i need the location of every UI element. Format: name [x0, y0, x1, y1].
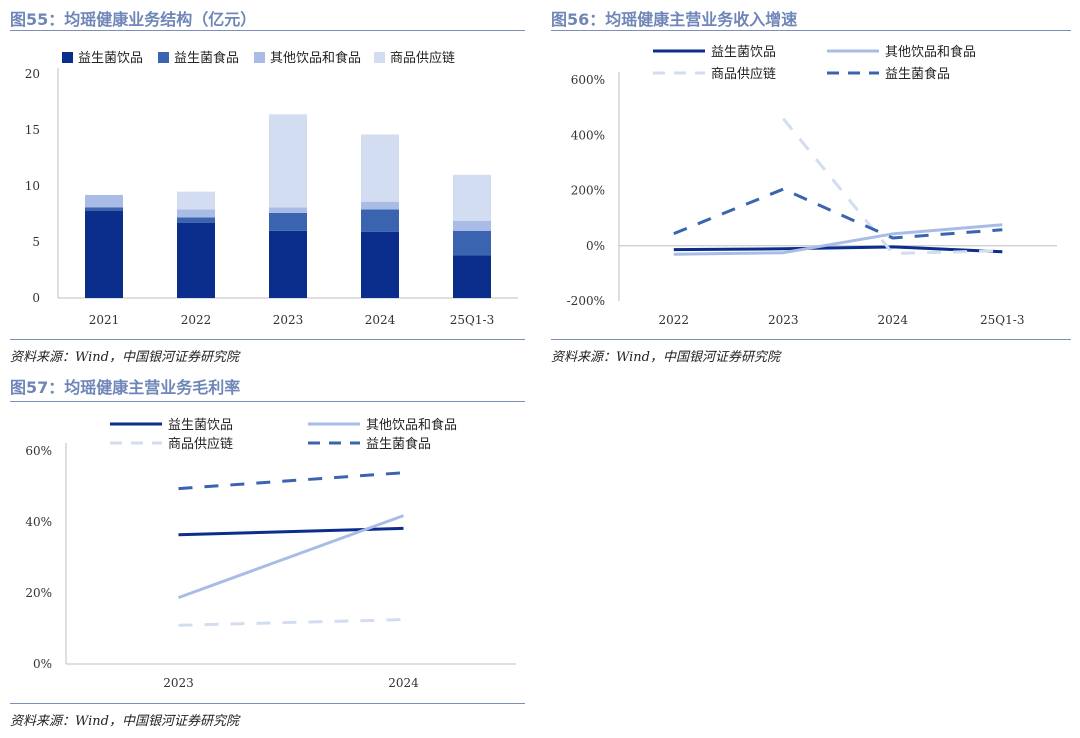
x-tick-label: 2024	[365, 313, 396, 327]
bar-segment	[361, 209, 399, 232]
legend-label: 益生菌食品	[885, 66, 950, 82]
bar-segment	[177, 222, 215, 298]
chart-title: 图56：均瑶健康主营业务收入增速	[551, 10, 798, 29]
x-tick-label: 2023	[163, 676, 194, 690]
y-tick-label: 20	[25, 67, 40, 81]
y-tick-label: 40%	[25, 515, 52, 529]
legend-swatch	[158, 52, 169, 63]
bottom-rule	[551, 339, 1071, 340]
bar-segment	[85, 210, 123, 298]
bar-segment	[177, 217, 215, 223]
bar-segment	[269, 212, 307, 231]
chart-panel-business-structure: 图55：均瑶健康业务结构（亿元） 益生菌饮品 益生菌食品 其他饮品和食品 商品供应链 0…	[10, 6, 525, 368]
legend-label: 其他饮品和食品	[885, 44, 976, 60]
legend-label: 益生菌食品	[174, 50, 239, 66]
x-tick-label: 25Q1-3	[980, 313, 1024, 327]
legend-swatch	[62, 52, 73, 63]
title-rule	[10, 30, 525, 31]
x-tick-label: 2023	[768, 313, 799, 327]
y-tick-label: 15	[25, 123, 40, 137]
y-tick-label: 0	[32, 291, 40, 305]
series-line	[177, 514, 405, 600]
x-tick-label: 2022	[658, 313, 689, 327]
legend-swatch	[254, 52, 265, 63]
x-tick-label: 25Q1-3	[450, 313, 494, 327]
bar-segment	[269, 230, 307, 298]
y-tick-label: 0%	[586, 239, 605, 253]
bar-segment	[85, 194, 123, 208]
legend-label: 益生菌饮品	[711, 45, 776, 60]
x-tick-label: 2024	[388, 676, 419, 690]
legend-swatch	[374, 52, 385, 63]
series-line	[782, 117, 1003, 255]
legend-label: 商品供应链	[390, 50, 455, 66]
bar-segment	[453, 174, 491, 221]
legend-label: 其他饮品和食品	[366, 417, 457, 433]
bar-segment	[269, 114, 307, 208]
legend-label: 商品供应链	[711, 66, 776, 82]
y-tick-label: 60%	[25, 444, 52, 458]
bar-segment	[453, 255, 491, 298]
bar-segment	[177, 209, 215, 218]
series-line	[673, 245, 1003, 254]
series-line	[673, 223, 1003, 256]
y-tick-label: 400%	[571, 128, 605, 142]
legend-label: 商品供应链	[168, 436, 233, 452]
legend-label: 其他饮品和食品	[270, 50, 361, 66]
chart-title: 图55：均瑶健康业务结构（亿元）	[10, 10, 257, 29]
bar-segment	[85, 207, 123, 211]
y-tick-label: 600%	[571, 73, 605, 87]
title-rule	[10, 401, 525, 402]
legend-label: 益生菌食品	[366, 436, 431, 452]
x-tick-label: 2022	[181, 313, 212, 327]
y-tick-label: 5	[32, 235, 40, 249]
chart-source: 资料来源：Wind，中国银河证券研究院	[10, 350, 239, 365]
chart-panel-revenue-growth: 图56：均瑶健康主营业务收入增速 益生菌饮品 其他饮品和食品商品供应链 益生菌食品 -…	[551, 6, 1071, 368]
series-line	[178, 618, 404, 627]
bottom-rule	[10, 339, 525, 340]
legend-label: 益生菌饮品	[78, 51, 143, 66]
series-line	[673, 187, 1003, 240]
bar-segment	[453, 220, 491, 231]
legend-label: 益生菌饮品	[168, 418, 233, 433]
title-rule	[551, 30, 1071, 31]
x-tick-label: 2024	[877, 313, 908, 327]
bar-segment	[177, 191, 215, 210]
y-tick-label: 20%	[25, 586, 52, 600]
bar-segment	[453, 230, 491, 256]
bar-segment	[361, 201, 399, 210]
x-tick-label: 2023	[273, 313, 304, 327]
y-tick-label: 0%	[33, 657, 52, 671]
bar-segment	[269, 207, 307, 213]
chart-title: 图57：均瑶健康主营业务毛利率	[10, 378, 241, 397]
series-line	[178, 471, 404, 491]
bottom-rule	[10, 703, 525, 704]
bar-chart: 益生菌饮品 益生菌食品 其他饮品和食品 商品供应链 0 5 10 15 20 2021 2022 20…	[25, 50, 518, 327]
y-tick-label: 200%	[571, 184, 605, 198]
bar-segment	[361, 231, 399, 298]
bar-segment	[361, 134, 399, 202]
y-tick-label: -200%	[567, 294, 605, 308]
y-tick-label: 10	[25, 179, 40, 193]
x-tick-label: 2021	[89, 313, 120, 327]
chart-source: 资料来源：Wind，中国银河证券研究院	[10, 714, 239, 729]
chart-source: 资料来源：Wind，中国银河证券研究院	[551, 350, 780, 365]
chart-panel-gross-margin: 图57：均瑶健康主营业务毛利率 益生菌饮品 其他饮品和食品商品供应链 益生菌食品 0%…	[10, 374, 525, 736]
